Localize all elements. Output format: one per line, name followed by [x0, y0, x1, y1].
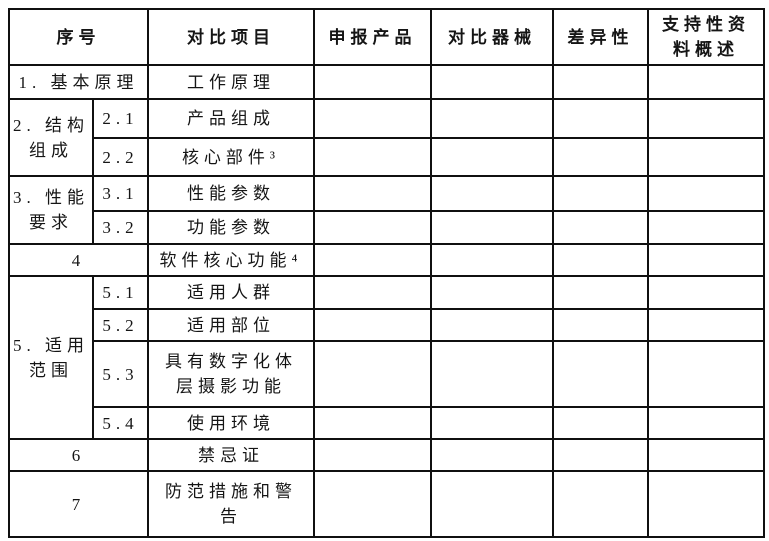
group-no-cell: 3. 性能 要求 — [8, 175, 94, 245]
item-cell: 具有数字化体 层摄影功能 — [147, 340, 315, 408]
empty-cell — [430, 340, 554, 408]
group-no-cell: 5. 适用 范围 — [8, 275, 94, 440]
empty-cell — [430, 64, 554, 100]
table-row: 1. 基本原理 工作原理 — [8, 64, 765, 100]
empty-cell — [647, 470, 765, 538]
table-row: 5. 适用 范围 5.1 适用人群 — [8, 275, 765, 440]
empty-cell — [552, 243, 649, 277]
sub-no-cell: 3.2 — [92, 210, 149, 245]
row-no-cell: 1. 基本原理 — [8, 64, 149, 100]
empty-cell — [313, 98, 432, 139]
empty-cell — [647, 137, 765, 177]
item-cell: 工作原理 — [147, 64, 315, 100]
comparison-table: 序号 对比项目 申报产品 对比器械 差异性 支持性资 料概述 1. 基本原理 工… — [8, 8, 765, 538]
sub-no-cell: 5.4 — [92, 406, 149, 440]
item-cell: 性能参数 — [147, 175, 315, 212]
empty-cell — [647, 340, 765, 408]
empty-cell — [430, 470, 554, 538]
empty-cell — [430, 243, 554, 277]
empty-cell — [552, 175, 649, 212]
empty-cell — [552, 98, 649, 139]
row-no-cell: 6 — [8, 438, 149, 472]
empty-cell — [552, 210, 649, 245]
empty-cell — [313, 470, 432, 538]
empty-cell — [552, 438, 649, 472]
empty-cell — [313, 137, 432, 177]
item-cell: 软件核心功能⁴ — [147, 243, 315, 277]
empty-cell — [313, 308, 432, 342]
empty-cell — [430, 210, 554, 245]
empty-cell — [552, 470, 649, 538]
table-row: 3.2 功能参数 — [9, 210, 765, 245]
empty-cell — [430, 308, 554, 342]
empty-cell — [647, 406, 765, 440]
empty-cell — [313, 275, 432, 310]
empty-cell — [430, 175, 554, 212]
empty-cell — [313, 175, 432, 212]
empty-cell — [552, 308, 649, 342]
empty-cell — [647, 98, 765, 139]
sub-no-cell: 2.2 — [92, 137, 149, 177]
item-cell: 禁忌证 — [147, 438, 315, 472]
table-row: 4 软件核心功能⁴ — [8, 243, 765, 277]
empty-cell — [430, 275, 554, 310]
empty-cell — [313, 243, 432, 277]
header-comparison-device: 对比器械 — [430, 8, 554, 66]
header-item: 对比项目 — [147, 8, 315, 66]
sub-no-cell: 5.3 — [92, 340, 149, 408]
empty-cell — [430, 137, 554, 177]
empty-cell — [647, 175, 765, 212]
table-row: 3. 性能 要求 3.1 性能参数 — [8, 175, 765, 245]
empty-cell — [313, 64, 432, 100]
row-no-cell: 4 — [8, 243, 149, 277]
empty-cell — [552, 340, 649, 408]
sub-no-cell: 5.1 — [92, 275, 149, 310]
table-row: 5.3 具有数字化体 层摄影功能 — [9, 340, 765, 408]
empty-cell — [313, 210, 432, 245]
header-seq: 序号 — [8, 8, 149, 66]
header-supporting-material: 支持性资 料概述 — [647, 8, 765, 66]
empty-cell — [313, 406, 432, 440]
sub-no-cell: 5.2 — [92, 308, 149, 342]
table-row: 2.2 核心部件³ — [9, 137, 765, 177]
empty-cell — [430, 98, 554, 139]
empty-cell — [430, 438, 554, 472]
empty-cell — [647, 438, 765, 472]
empty-cell — [647, 64, 765, 100]
empty-cell — [552, 406, 649, 440]
sub-no-cell: 3.1 — [92, 175, 149, 212]
empty-cell — [552, 64, 649, 100]
table-row: 5.4 使用环境 — [9, 406, 765, 440]
empty-cell — [552, 137, 649, 177]
row-no-cell: 7 — [8, 470, 149, 538]
empty-cell — [313, 340, 432, 408]
empty-cell — [647, 308, 765, 342]
table-row: 5.2 适用部位 — [9, 308, 765, 342]
item-cell: 防范措施和警 告 — [147, 470, 315, 538]
table-row: 7 防范措施和警 告 — [8, 470, 765, 538]
empty-cell — [647, 210, 765, 245]
item-cell: 功能参数 — [147, 210, 315, 245]
header-declared-product: 申报产品 — [313, 8, 432, 66]
item-cell: 核心部件³ — [147, 137, 315, 177]
item-cell: 使用环境 — [147, 406, 315, 440]
item-cell: 适用部位 — [147, 308, 315, 342]
empty-cell — [647, 243, 765, 277]
table-header-row: 序号 对比项目 申报产品 对比器械 差异性 支持性资 料概述 — [8, 8, 765, 66]
group-no-cell: 2. 结构 组成 — [8, 98, 94, 177]
empty-cell — [430, 406, 554, 440]
item-cell: 适用人群 — [147, 275, 315, 310]
header-difference: 差异性 — [552, 8, 649, 66]
empty-cell — [313, 438, 432, 472]
table-row: 2. 结构 组成 2.1 产品组成 — [8, 98, 765, 177]
item-cell: 产品组成 — [147, 98, 315, 139]
table-row: 6 禁忌证 — [8, 438, 765, 472]
sub-no-cell: 2.1 — [92, 98, 149, 139]
empty-cell — [647, 275, 765, 310]
empty-cell — [552, 275, 649, 310]
